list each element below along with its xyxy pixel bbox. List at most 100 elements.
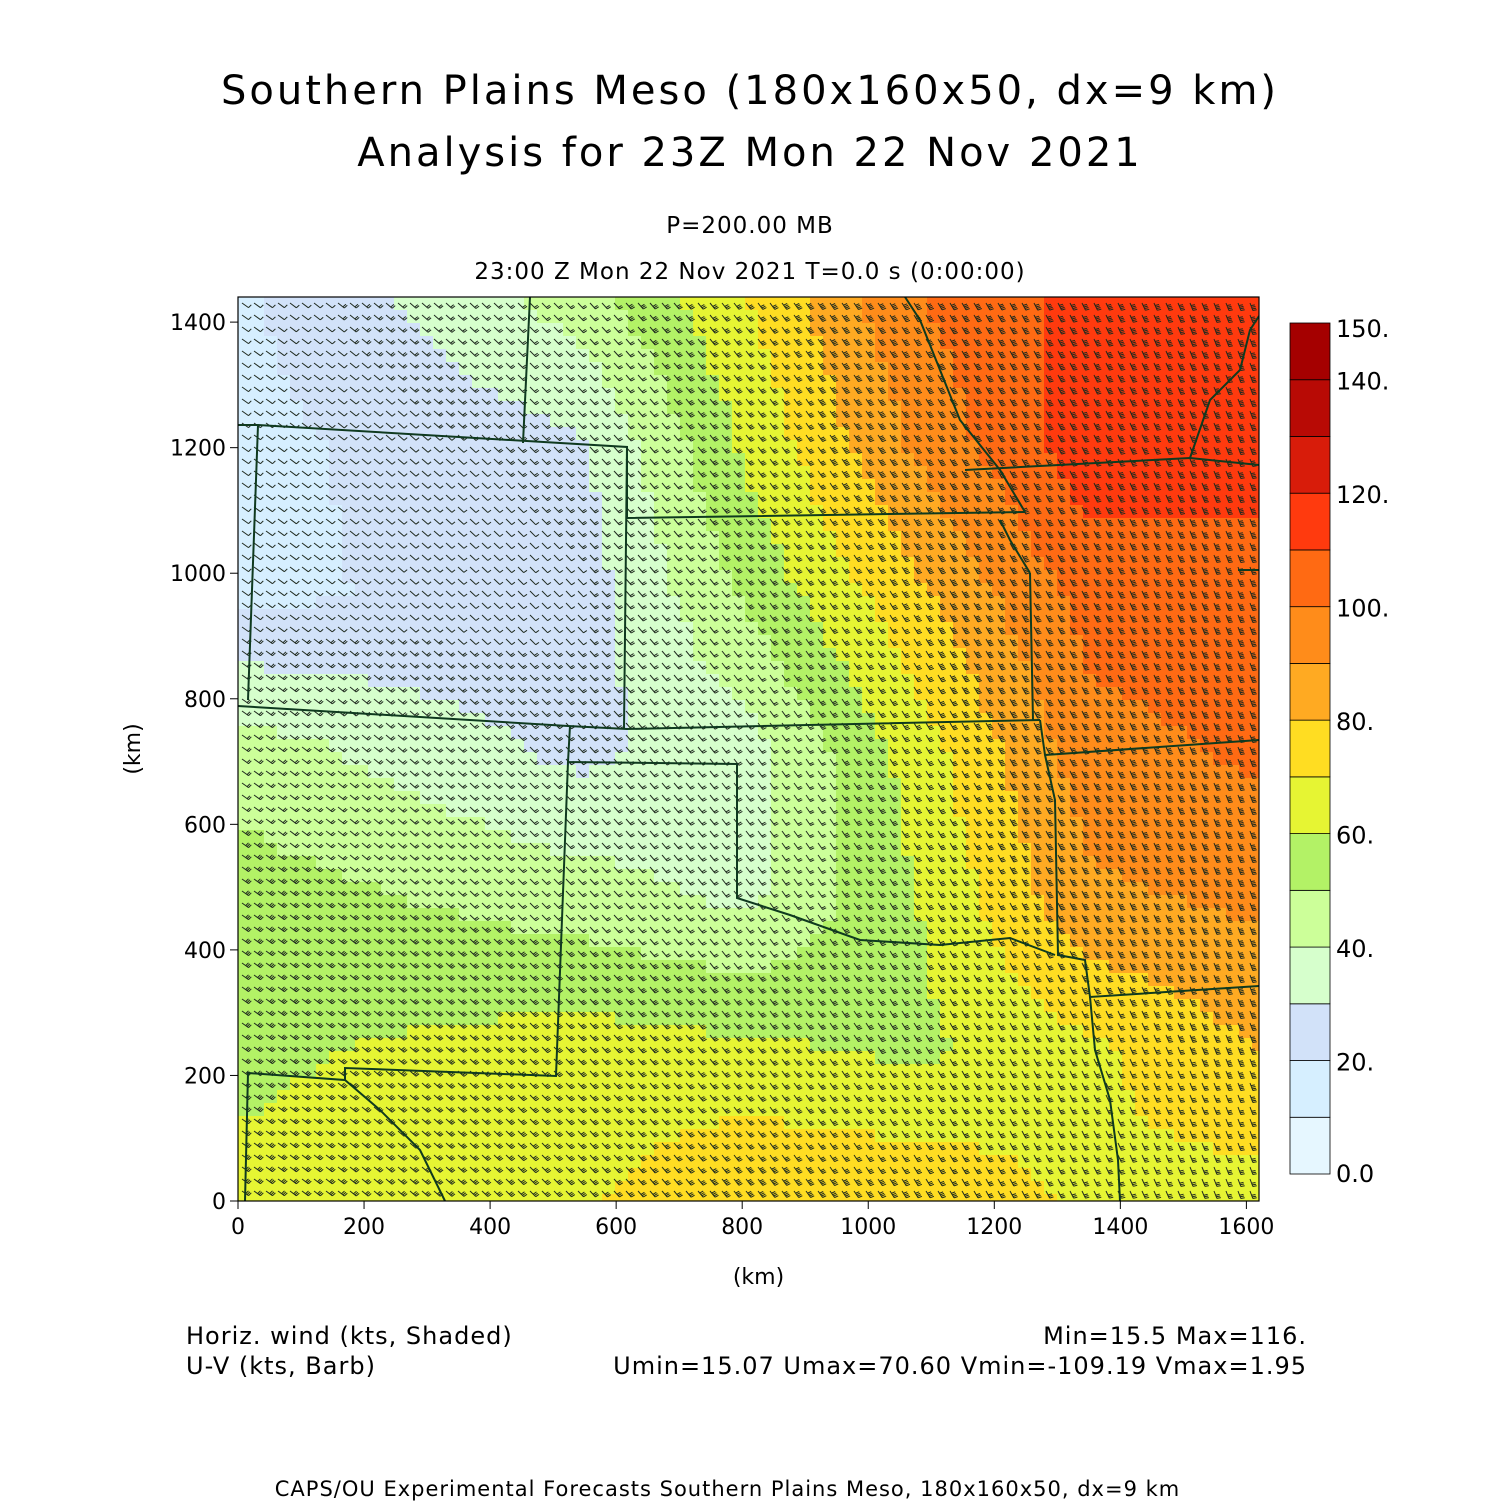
field-cell xyxy=(368,622,382,636)
field-cell xyxy=(849,349,863,363)
field-cell xyxy=(758,1064,772,1078)
field-cell xyxy=(446,479,460,493)
field-cell xyxy=(1187,297,1201,311)
field-cell xyxy=(680,1038,694,1052)
field-cell xyxy=(368,778,382,792)
field-cell xyxy=(745,726,759,740)
field-cell xyxy=(849,336,863,350)
field-cell xyxy=(1226,1103,1240,1117)
field-cell xyxy=(355,531,369,545)
field-cell xyxy=(914,388,928,402)
field-cell xyxy=(602,427,616,441)
field-cell xyxy=(238,401,252,415)
field-cell xyxy=(407,661,421,675)
field-cell xyxy=(238,1064,252,1078)
field-cell xyxy=(875,999,889,1013)
field-cell xyxy=(615,336,629,350)
field-cell xyxy=(485,557,499,571)
field-cell xyxy=(992,804,1006,818)
field-cell xyxy=(719,791,733,805)
field-cell xyxy=(914,752,928,766)
field-cell xyxy=(368,401,382,415)
field-cell xyxy=(355,830,369,844)
field-cell xyxy=(381,739,395,753)
field-cell xyxy=(862,479,876,493)
field-cell xyxy=(615,310,629,324)
field-cell xyxy=(329,817,343,831)
field-cell xyxy=(407,973,421,987)
field-cell xyxy=(394,336,408,350)
field-cell xyxy=(615,999,629,1013)
field-cell xyxy=(628,960,642,974)
field-cell xyxy=(498,466,512,480)
field-cell xyxy=(355,947,369,961)
field-cell xyxy=(628,362,642,376)
field-cell xyxy=(602,310,616,324)
field-cell xyxy=(394,505,408,519)
field-cell xyxy=(524,323,538,337)
field-cell xyxy=(628,583,642,597)
field-cell xyxy=(641,349,655,363)
field-cell xyxy=(1252,388,1259,402)
field-cell xyxy=(1187,817,1201,831)
field-cell xyxy=(667,648,681,662)
field-cell xyxy=(342,869,356,883)
field-cell xyxy=(1161,830,1175,844)
field-cell xyxy=(641,687,655,701)
field-cell xyxy=(303,349,317,363)
field-cell xyxy=(875,1025,889,1039)
field-cell xyxy=(628,479,642,493)
field-cell xyxy=(394,401,408,415)
field-cell xyxy=(537,323,551,337)
field-cell xyxy=(1070,297,1084,311)
valid-time: 23:00 Z Mon 22 Nov 2021 T=0.0 s (0:00:00… xyxy=(474,259,1026,285)
field-cell xyxy=(303,908,317,922)
field-cell xyxy=(368,479,382,493)
field-cell xyxy=(446,648,460,662)
field-cell xyxy=(446,492,460,506)
field-cell xyxy=(394,830,408,844)
field-cell xyxy=(758,778,772,792)
field-cell xyxy=(433,310,447,324)
field-cell xyxy=(745,947,759,961)
field-cell xyxy=(719,648,733,662)
field-cell xyxy=(355,570,369,584)
field-cell xyxy=(524,1103,538,1117)
field-cell xyxy=(277,297,291,311)
field-cell xyxy=(1031,297,1045,311)
field-cell xyxy=(1174,1012,1188,1026)
field-cell xyxy=(628,895,642,909)
field-cell xyxy=(1122,323,1136,337)
field-cell xyxy=(446,583,460,597)
field-cell xyxy=(420,323,434,337)
field-cell xyxy=(485,297,499,311)
field-cell xyxy=(602,674,616,688)
field-cell xyxy=(446,362,460,376)
field-cell xyxy=(784,336,798,350)
field-cell xyxy=(1174,388,1188,402)
field-cell xyxy=(602,518,616,532)
field-cell xyxy=(433,843,447,857)
field-cell xyxy=(615,1090,629,1104)
field-cell xyxy=(680,1103,694,1117)
field-cell xyxy=(563,700,577,714)
field-cell xyxy=(394,661,408,675)
field-cell xyxy=(342,999,356,1013)
field-cell xyxy=(524,973,538,987)
field-cell xyxy=(901,856,915,870)
field-cell xyxy=(953,310,967,324)
field-cell xyxy=(589,661,603,675)
field-cell xyxy=(342,1025,356,1039)
field-cell xyxy=(680,323,694,337)
field-cell xyxy=(602,1051,616,1065)
field-cell xyxy=(914,1064,928,1078)
field-cell xyxy=(264,479,278,493)
field-cell xyxy=(277,843,291,857)
field-cell xyxy=(472,440,486,454)
field-cell xyxy=(290,609,304,623)
field-cell xyxy=(602,336,616,350)
field-cell xyxy=(888,557,902,571)
field-cell xyxy=(433,492,447,506)
field-cell xyxy=(420,466,434,480)
field-cell xyxy=(1135,791,1149,805)
